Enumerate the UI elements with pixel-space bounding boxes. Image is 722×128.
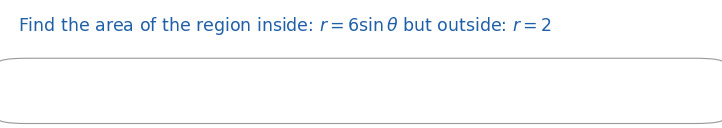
FancyBboxPatch shape [0,58,722,124]
Text: Find the area of the region inside: $r = 6\sin\theta$ but outside: $r = 2$: Find the area of the region inside: $r =… [18,15,552,37]
